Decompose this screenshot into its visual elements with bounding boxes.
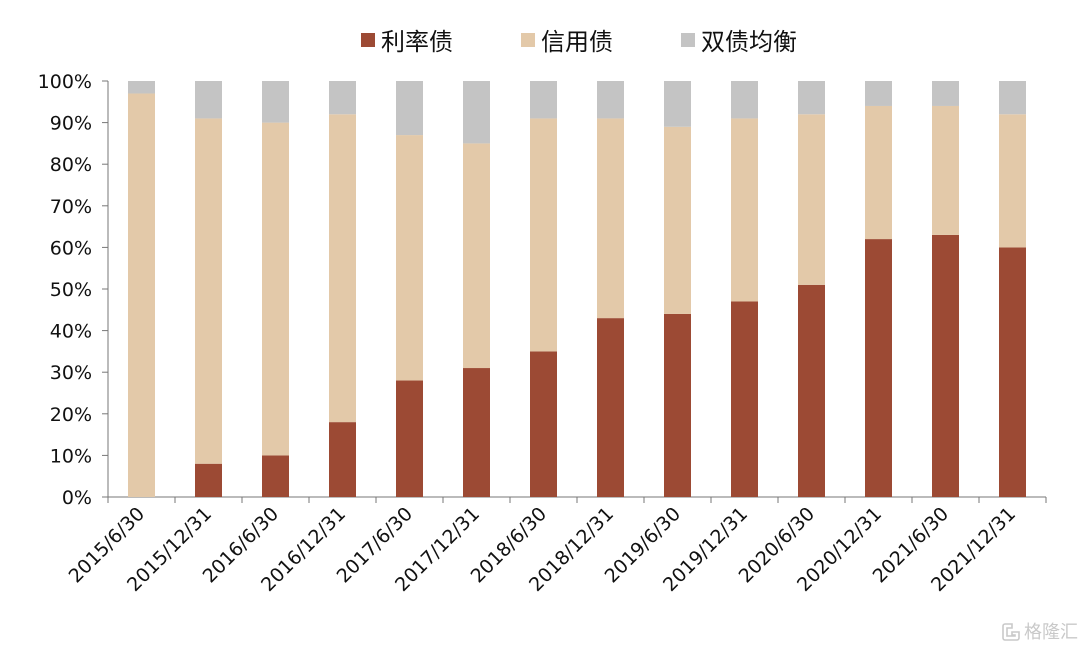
legend-label: 信用债 bbox=[541, 28, 613, 56]
bar-segment-series-2 bbox=[128, 81, 155, 94]
bar-segment-series-1 bbox=[195, 118, 222, 464]
bar-segment-series-1 bbox=[798, 114, 825, 285]
bar-segment-series-1 bbox=[731, 118, 758, 302]
bar-segment-series-0 bbox=[865, 239, 892, 497]
watermark: 格隆汇 bbox=[1002, 622, 1078, 643]
bar-segment-series-0 bbox=[731, 301, 758, 497]
bar-stack bbox=[999, 81, 1026, 497]
legend-swatch bbox=[521, 33, 535, 47]
bar-segment-series-0 bbox=[798, 284, 825, 497]
bar-stack bbox=[798, 81, 825, 497]
y-tick-label: 60% bbox=[50, 237, 92, 259]
bar-segment-series-2 bbox=[999, 81, 1026, 115]
bar-stack bbox=[128, 81, 155, 497]
bar-segment-series-2 bbox=[463, 81, 490, 144]
bar-segment-series-2 bbox=[798, 81, 825, 115]
y-tick-label: 0% bbox=[62, 487, 92, 509]
y-tick-label: 40% bbox=[50, 321, 92, 343]
bar-stack bbox=[932, 81, 959, 498]
bar-stack bbox=[865, 81, 892, 497]
legend-item-0: 利率债 bbox=[361, 28, 453, 56]
y-tick-label: 90% bbox=[50, 113, 92, 135]
y-tick-label: 100% bbox=[38, 71, 92, 93]
legend-swatch bbox=[361, 33, 375, 47]
bar-segment-series-0 bbox=[999, 247, 1026, 497]
bar-segment-series-1 bbox=[329, 114, 356, 423]
bar-segment-series-0 bbox=[664, 313, 691, 497]
y-tick-label: 80% bbox=[50, 154, 92, 176]
bar-segment-series-1 bbox=[463, 143, 490, 369]
y-tick-label: 30% bbox=[50, 362, 92, 384]
bar-stack bbox=[329, 81, 356, 497]
bar-segment-series-2 bbox=[932, 81, 959, 106]
bar-stack bbox=[731, 81, 758, 497]
legend-label: 双债均衡 bbox=[701, 28, 797, 56]
watermark-text: 格隆汇 bbox=[1024, 622, 1078, 643]
bar-segment-series-2 bbox=[597, 81, 624, 119]
bar-segment-series-0 bbox=[932, 234, 959, 498]
bar-segment-series-0 bbox=[329, 422, 356, 497]
bar-segment-series-0 bbox=[396, 380, 423, 497]
bar-segment-series-1 bbox=[664, 126, 691, 314]
bar-segment-series-1 bbox=[396, 135, 423, 381]
glh-logo-icon bbox=[1002, 623, 1020, 641]
bar-segment-series-0 bbox=[530, 351, 557, 497]
bar-stack bbox=[664, 81, 691, 497]
bar-segment-series-1 bbox=[128, 93, 155, 497]
bar-stack bbox=[463, 81, 490, 497]
bar-stack bbox=[530, 81, 557, 497]
bar-segment-series-2 bbox=[865, 81, 892, 106]
bars bbox=[128, 81, 1026, 498]
y-tick-label: 20% bbox=[50, 404, 92, 426]
bar-segment-series-1 bbox=[597, 118, 624, 319]
y-tick-label: 70% bbox=[50, 196, 92, 218]
bar-segment-series-0 bbox=[262, 455, 289, 497]
legend: 利率债 信用债 双债均衡 bbox=[361, 28, 797, 56]
bar-stack bbox=[597, 81, 624, 497]
bar-segment-series-2 bbox=[195, 81, 222, 119]
legend-item-1: 信用债 bbox=[521, 28, 613, 56]
legend-swatch bbox=[681, 33, 695, 47]
bar-stack bbox=[396, 81, 423, 497]
x-axis: 2015/6/302015/12/312016/6/302016/12/3120… bbox=[65, 496, 1047, 596]
bar-segment-series-1 bbox=[530, 118, 557, 352]
bar-segment-series-2 bbox=[530, 81, 557, 119]
bar-segment-series-2 bbox=[396, 81, 423, 136]
legend-item-2: 双债均衡 bbox=[681, 28, 797, 56]
bar-segment-series-1 bbox=[999, 114, 1026, 248]
bar-segment-series-1 bbox=[865, 105, 892, 240]
bar-segment-series-2 bbox=[664, 81, 691, 127]
bar-stack bbox=[262, 81, 289, 497]
y-axis: 0% 10% 20% 30% 40% 50% 60% 70% 80% 90% 100% bbox=[38, 71, 109, 509]
bar-segment-series-0 bbox=[463, 368, 490, 497]
y-tick-label: 10% bbox=[50, 445, 92, 467]
bar-stack bbox=[195, 81, 222, 497]
bar-segment-series-0 bbox=[195, 463, 222, 497]
bar-segment-series-2 bbox=[329, 81, 356, 115]
bar-segment-series-2 bbox=[731, 81, 758, 119]
bar-segment-series-1 bbox=[932, 105, 959, 235]
bar-segment-series-1 bbox=[262, 122, 289, 456]
bar-segment-series-0 bbox=[597, 318, 624, 497]
legend-label: 利率债 bbox=[381, 28, 453, 56]
bar-segment-series-2 bbox=[262, 81, 289, 123]
y-tick-label: 50% bbox=[50, 279, 92, 301]
